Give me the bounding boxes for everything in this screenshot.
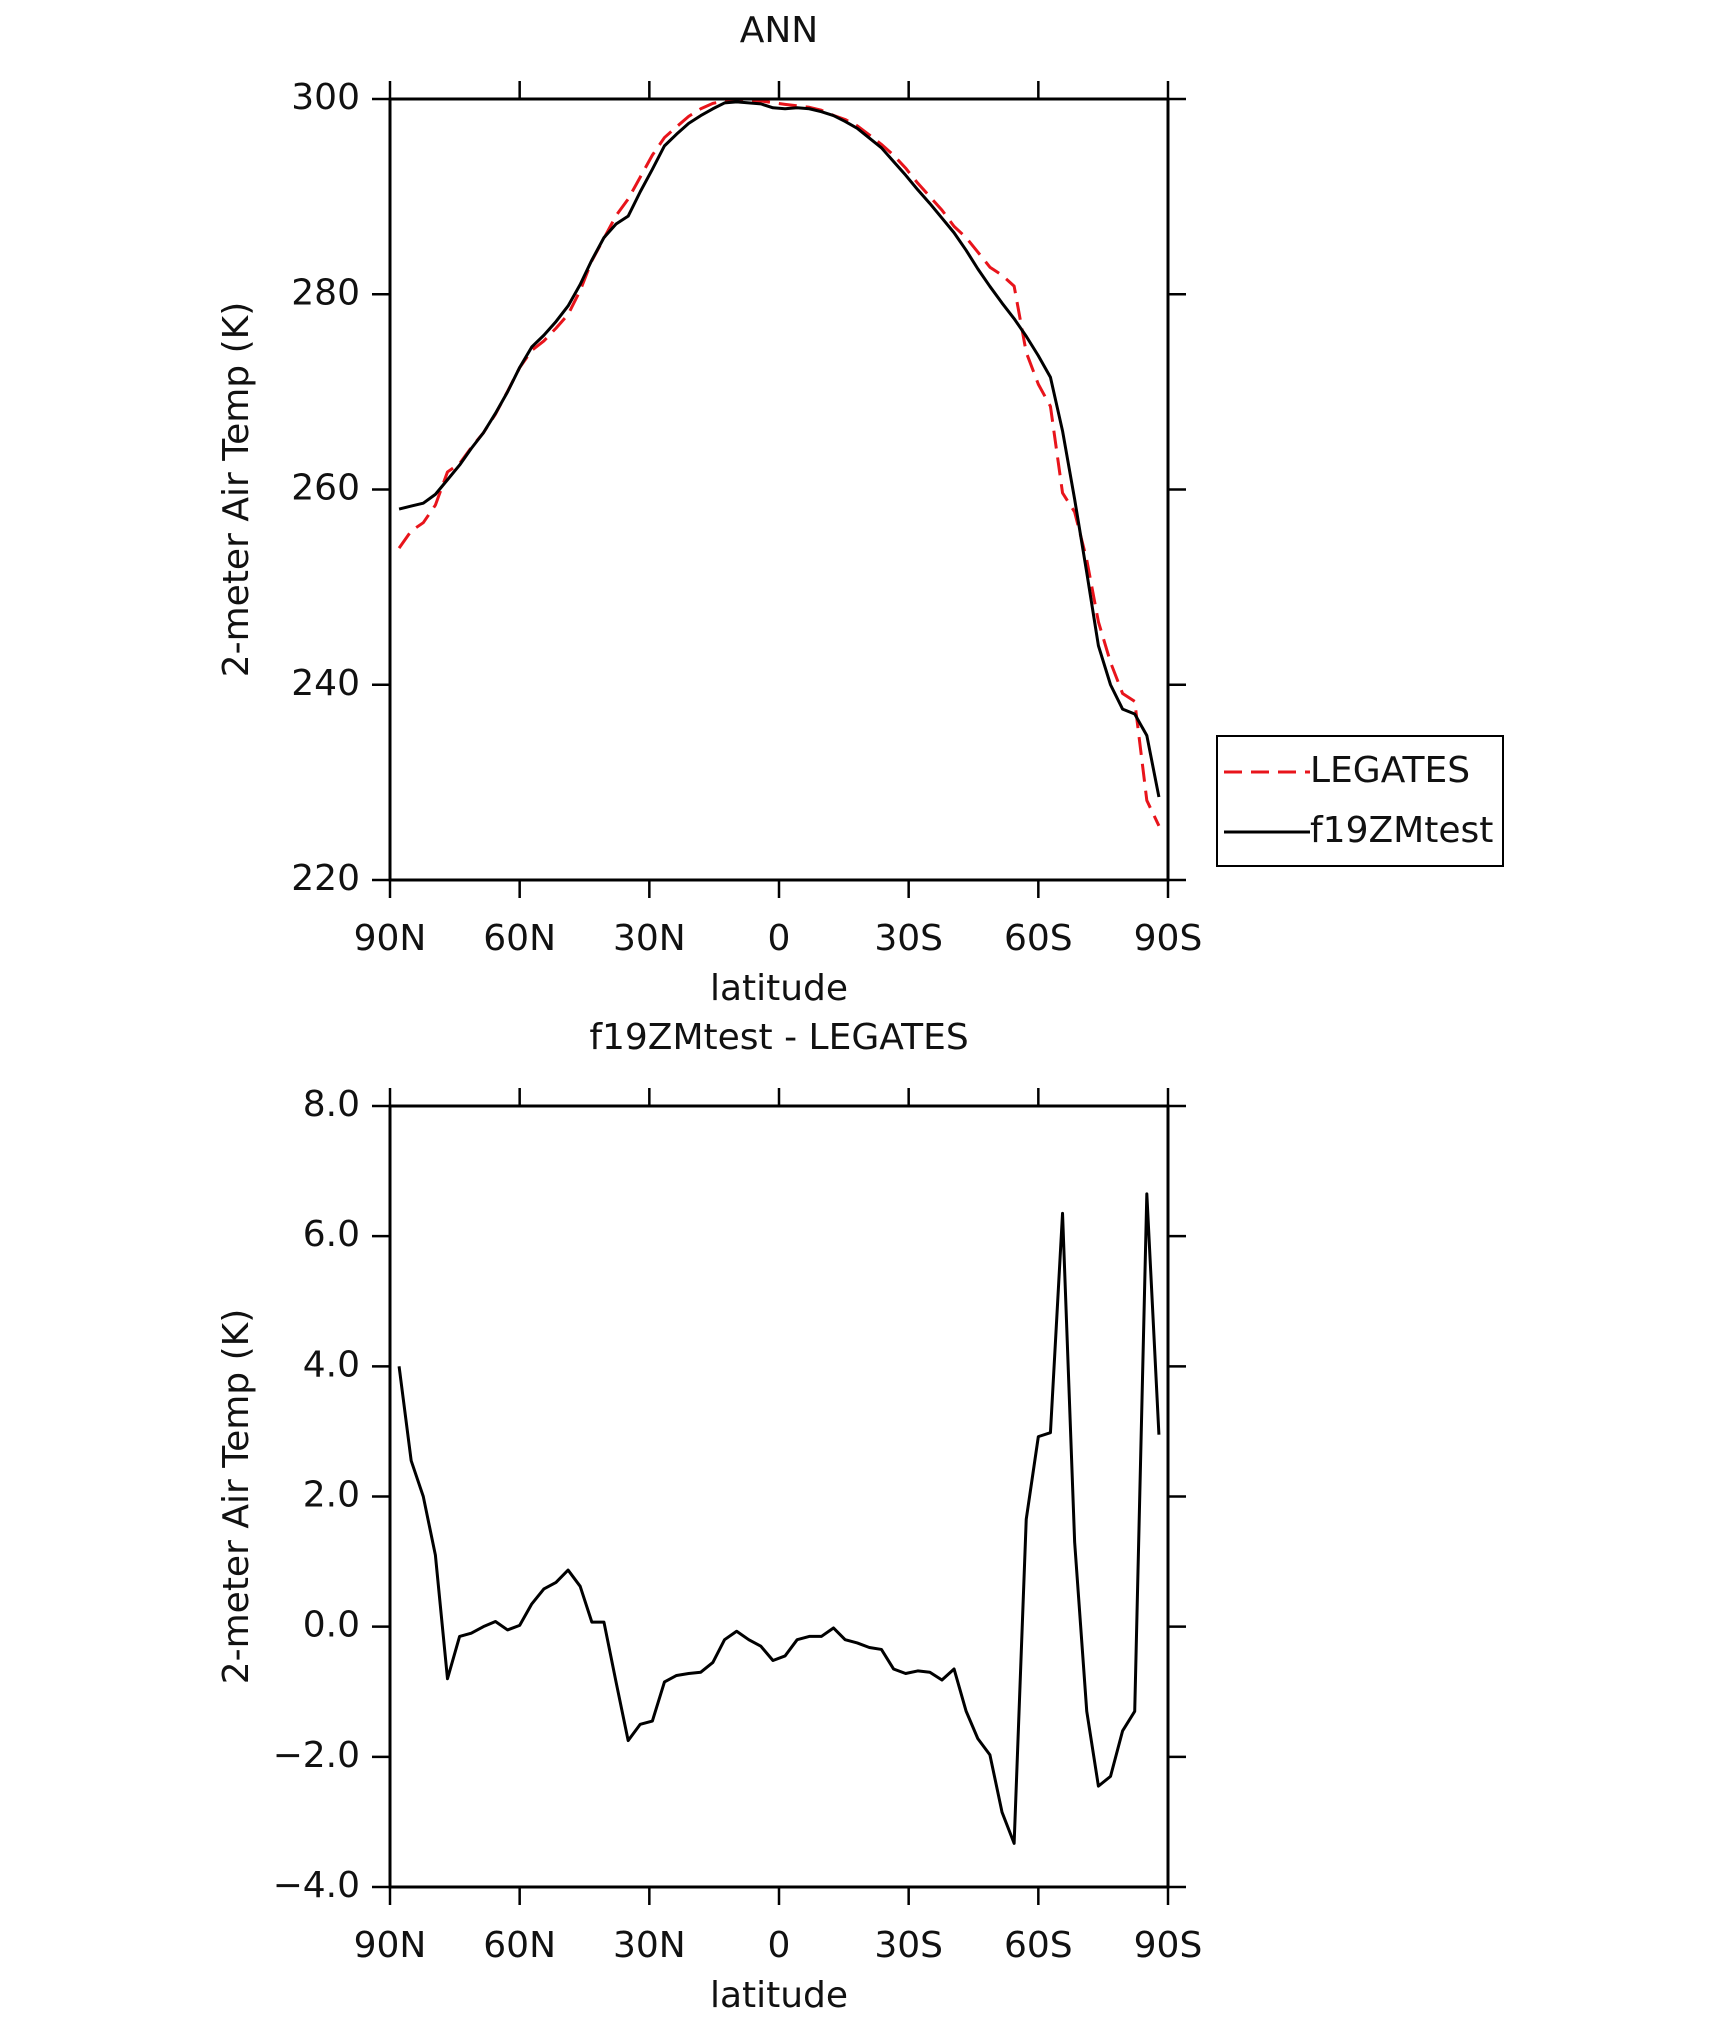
legend: LEGATES f19ZMtest xyxy=(1216,735,1504,867)
data-line xyxy=(397,1192,1161,1845)
x-tick-label: 60S xyxy=(1004,1925,1073,1966)
x-tick-label: 30N xyxy=(613,918,686,959)
x-tick-label: 90N xyxy=(354,918,427,959)
x-tick-label: 0 xyxy=(768,918,791,959)
plot-frame xyxy=(388,97,1170,882)
y-axis-label: 2-meter Air Temp (K) xyxy=(216,302,257,678)
legend-label: LEGATES xyxy=(1310,750,1470,791)
y-tick-label: 220 xyxy=(291,858,360,899)
y-tick-label: 0.0 xyxy=(303,1605,360,1646)
y-tick-label: 260 xyxy=(291,468,360,509)
x-tick-label: 30S xyxy=(874,1925,943,1966)
y-tick-label: 240 xyxy=(291,663,360,704)
x-axis-label: latitude xyxy=(710,1975,848,2016)
x-tick-label: 90S xyxy=(1134,1925,1203,1966)
x-tick-label: 60N xyxy=(483,1925,556,1966)
chart-title: f19ZMtest - LEGATES xyxy=(589,1017,968,1058)
y-tick-label: −2.0 xyxy=(273,1735,360,1776)
x-axis-label: latitude xyxy=(710,968,848,1009)
x-tick-label: 30N xyxy=(613,1925,686,1966)
y-tick-label: 8.0 xyxy=(303,1084,360,1125)
legend-box xyxy=(1216,735,1504,867)
y-tick-label: 2.0 xyxy=(303,1475,360,1516)
x-tick-label: 30S xyxy=(874,918,943,959)
legend-label: f19ZMtest xyxy=(1310,810,1493,851)
x-tick-label: 90N xyxy=(354,1925,427,1966)
chart-title: ANN xyxy=(740,10,819,51)
y-tick-label: −4.0 xyxy=(273,1865,360,1906)
plot-frame xyxy=(388,1104,1170,1889)
x-tick-label: 60N xyxy=(483,918,556,959)
x-tick-label: 0 xyxy=(768,1925,791,1966)
x-tick-label: 60S xyxy=(1004,918,1073,959)
y-axis-label: 2-meter Air Temp (K) xyxy=(216,1309,257,1685)
data-line xyxy=(398,100,1161,798)
y-tick-label: 4.0 xyxy=(303,1344,360,1385)
data-line xyxy=(397,99,1161,827)
y-tick-label: 280 xyxy=(291,272,360,313)
y-tick-label: 6.0 xyxy=(303,1214,360,1255)
x-tick-label: 90S xyxy=(1134,918,1203,959)
y-tick-label: 300 xyxy=(291,77,360,118)
